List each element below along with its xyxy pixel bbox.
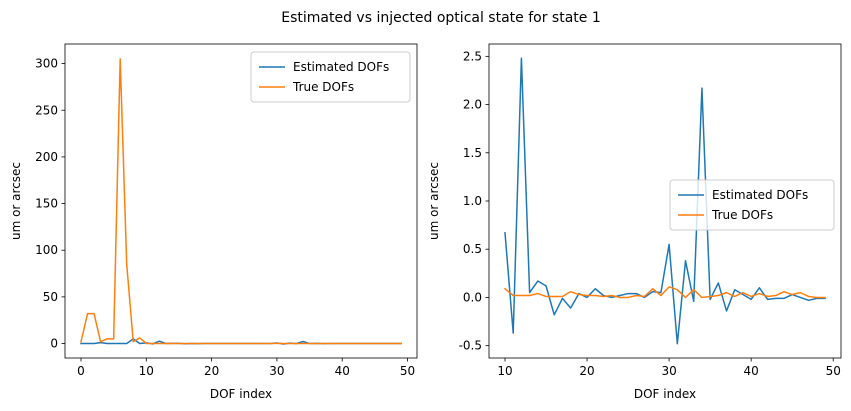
legend-label: True DOFs (292, 80, 354, 94)
figure-title: Estimated vs injected optical state for … (281, 10, 601, 26)
series-line-estimated (504, 57, 826, 345)
x-tick-label: 40 (744, 364, 759, 378)
y-tick-label: 50 (43, 290, 58, 304)
x-tick-label: 10 (139, 364, 154, 378)
legend-label: Estimated DOFs (293, 60, 389, 74)
series-line-true (503, 286, 826, 299)
x-tick-label: 40 (335, 364, 350, 378)
y-tick-label: 250 (35, 103, 58, 117)
right-chart: 10 20 30 40 50 -0.5 0.0 0.5 1.0 1.5 2.0 2.5 DOF inde… (427, 43, 842, 401)
y-tick-label: 1.0 (463, 194, 482, 208)
y-tick-label: 300 (35, 57, 58, 71)
y-tick-label: 2.0 (463, 98, 482, 112)
legend-label: Estimated DOFs (712, 188, 808, 202)
y-tick-label: 2.5 (463, 49, 482, 63)
x-axis-label: DOF index (210, 387, 272, 401)
series-line-true (80, 58, 402, 345)
legend-box (250, 51, 411, 103)
y-tick-label: 150 (35, 197, 58, 211)
y-axis-label: um or arcsec (9, 162, 23, 240)
y-axis-label: um or arcsec (427, 162, 441, 240)
legend: Estimated DOFs True DOFs (669, 179, 835, 231)
y-tick-label: 1.5 (463, 146, 482, 160)
legend-label: True DOFs (711, 208, 773, 222)
y-tick-label: 0.5 (463, 242, 482, 256)
x-tick-label: 10 (497, 364, 512, 378)
x-tick-label: 20 (204, 364, 219, 378)
x-tick-label: 30 (661, 364, 676, 378)
x-tick-label: 30 (269, 364, 284, 378)
y-tick-label: 200 (35, 150, 58, 164)
axes-frame (64, 43, 418, 359)
legend: Estimated DOFs True DOFs (250, 51, 411, 103)
x-tick-label: 50 (826, 364, 841, 378)
y-tick-label: 0 (50, 337, 58, 351)
x-tick-label: 0 (77, 364, 85, 378)
x-axis-label: DOF index (634, 387, 696, 401)
left-chart: 0 10 20 30 40 50 0 50 100 150 200 250 300 DOF index um… (9, 43, 418, 401)
x-tick-label: 50 (400, 364, 415, 378)
y-tick-label: -0.5 (459, 339, 482, 353)
y-tick-label: 100 (35, 243, 58, 257)
y-tick-label: 0.0 (463, 290, 482, 304)
x-tick-label: 20 (579, 364, 594, 378)
legend-box (669, 179, 835, 231)
